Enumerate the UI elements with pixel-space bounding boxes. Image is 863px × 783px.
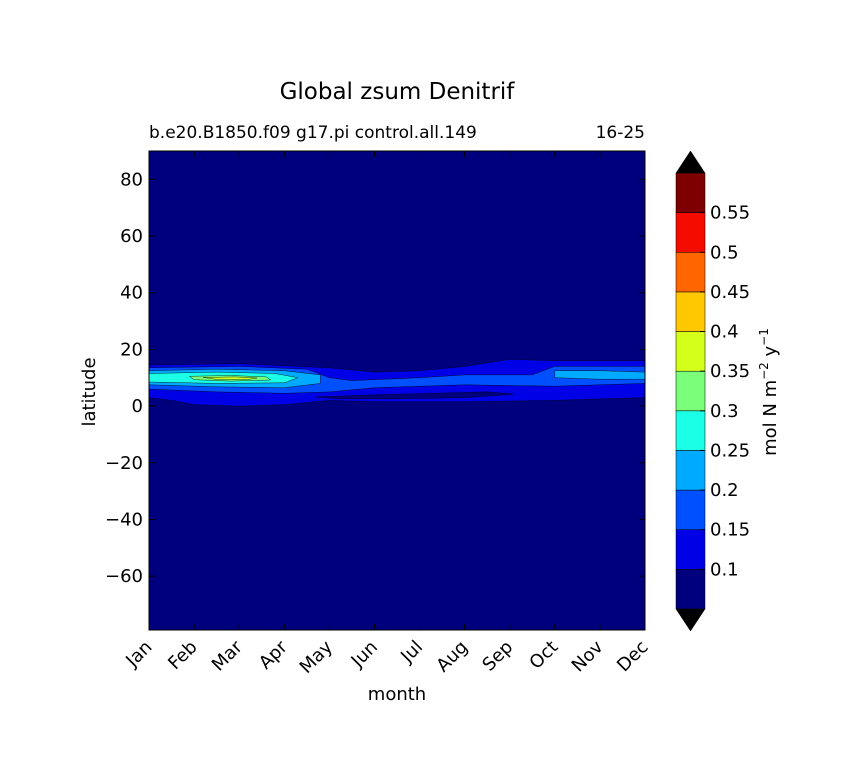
x-tick-label: Apr: [255, 636, 292, 673]
colorbar-tick-label: 0.15: [710, 520, 750, 541]
colorbar-over-arrow: [675, 150, 706, 174]
colorbar-segment: [675, 331, 706, 372]
x-tick-label: Feb: [164, 637, 201, 674]
colorbar-ticks: 0.1 0.15 0.2 0.25 0.3 0.35 0.4 0.45 0.5 0.55: [700, 203, 750, 580]
y-tick-label: 60: [120, 226, 143, 247]
x-tick-label: May: [296, 636, 337, 677]
x-tick-label: Nov: [568, 636, 608, 676]
colorbar-segment: [675, 370, 706, 412]
y-tick-label: 80: [120, 169, 143, 190]
contour-low-patch: [315, 391, 515, 399]
colorbar-segment: [675, 450, 706, 491]
plot-frame: [148, 150, 646, 631]
y-axis-label: latitude: [79, 357, 100, 426]
colorbar-segment: [675, 172, 706, 213]
colorbar-tick-label: 0.4: [710, 322, 739, 343]
colorbar-segment: [675, 291, 706, 332]
colorbar-segment: [675, 212, 706, 253]
colorbar-tick-label: 0.35: [710, 361, 750, 382]
colorbar-tick-label: 0.1: [710, 559, 739, 580]
y-tick-label: −60: [105, 566, 143, 587]
y-tick-label: −40: [105, 509, 143, 530]
y-axis: −60 −40 −20 0 20 40 60 80: [105, 169, 645, 587]
colorbar: [675, 150, 706, 632]
x-tick-label: Oct: [525, 637, 562, 674]
chart-title: Global zsum Denitrif: [280, 79, 516, 105]
contour-fills: [149, 359, 645, 407]
y-tick-label: 0: [132, 396, 143, 417]
colorbar-label: mol N m−2 y−1: [757, 328, 781, 456]
colorbar-label-exp1: −2: [757, 362, 771, 380]
colorbar-tick-label: 0.45: [710, 282, 750, 303]
y-tick-label: 40: [120, 283, 143, 304]
colorbar-label-exp2: −1: [757, 328, 771, 346]
x-tick-label: Jan: [121, 637, 156, 672]
colorbar-segment: [675, 569, 706, 610]
colorbar-segment: [675, 529, 706, 570]
colorbar-tick-label: 0.2: [710, 480, 739, 501]
y-tick-label: 20: [120, 339, 143, 360]
colorbar-label-main: mol N m: [760, 380, 781, 456]
y-tick-label: −20: [105, 453, 143, 474]
x-tick-label: Aug: [432, 637, 472, 677]
chart-subtitle-left: b.e20.B1850.f09 g17.pi control.all.149: [149, 123, 477, 143]
x-tick-label: Dec: [613, 637, 652, 676]
colorbar-segment: [675, 489, 706, 530]
colorbar-tick-label: 0.25: [710, 440, 750, 461]
colorbar-label-mid: y: [760, 345, 781, 362]
colorbar-tick-label: 0.55: [710, 203, 750, 224]
colorbar-tick-label: 0.5: [710, 242, 739, 263]
contour-region-level-6: [202, 376, 258, 380]
contour-region-level-3: [554, 370, 645, 380]
x-tick-label: Mar: [208, 636, 247, 675]
x-tick-label: Jul: [396, 637, 427, 668]
colorbar-tick-label: 0.3: [710, 401, 739, 422]
x-tick-label: Sep: [478, 637, 517, 676]
x-tick-label: Jun: [347, 637, 382, 672]
colorbar-segment: [675, 252, 706, 293]
x-axis-label: month: [368, 684, 426, 705]
colorbar-under-arrow: [675, 608, 706, 632]
chart-subtitle-right: 16-25: [596, 123, 645, 143]
colorbar-segment: [675, 410, 706, 451]
